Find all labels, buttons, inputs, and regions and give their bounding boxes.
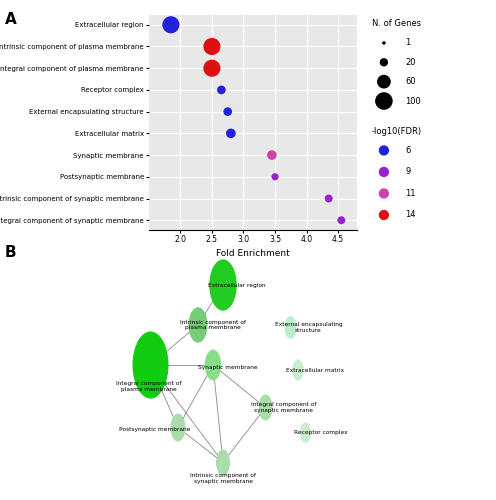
Text: 14: 14	[405, 210, 416, 220]
Text: B: B	[5, 245, 16, 260]
Ellipse shape	[216, 450, 230, 475]
Point	[380, 78, 388, 86]
Text: External encapsulating
structure: External encapsulating structure	[275, 322, 342, 333]
Text: 100: 100	[405, 96, 421, 106]
Ellipse shape	[188, 308, 207, 342]
Text: 9: 9	[405, 168, 411, 176]
Ellipse shape	[205, 350, 221, 380]
Point	[380, 211, 388, 219]
Point	[227, 130, 235, 138]
Point	[380, 97, 388, 105]
Point	[380, 58, 388, 66]
Ellipse shape	[300, 422, 311, 443]
Point	[380, 168, 388, 176]
Text: -log10(FDR): -log10(FDR)	[372, 127, 422, 136]
Text: Intrinsic component of
synaptic membrane: Intrinsic component of synaptic membrane	[190, 474, 256, 484]
Text: Integral component of
synaptic membrane: Integral component of synaptic membrane	[251, 402, 316, 413]
Text: N. of Genes: N. of Genes	[372, 20, 421, 28]
Ellipse shape	[285, 316, 297, 338]
X-axis label: Fold Enrichment: Fold Enrichment	[216, 250, 290, 258]
Text: 11: 11	[405, 189, 416, 198]
Point	[208, 64, 216, 72]
Ellipse shape	[258, 394, 272, 420]
Ellipse shape	[171, 414, 186, 442]
Point	[380, 190, 388, 198]
Text: Extracellular region: Extracellular region	[208, 282, 265, 288]
Point	[268, 151, 276, 159]
Ellipse shape	[209, 260, 237, 310]
Point	[217, 86, 225, 94]
Text: 6: 6	[405, 146, 411, 155]
Point	[380, 39, 388, 47]
Point	[271, 173, 279, 181]
Point	[337, 216, 345, 224]
Point	[380, 146, 388, 154]
Point	[167, 21, 175, 29]
Text: 60: 60	[405, 77, 416, 86]
Point	[325, 194, 333, 202]
Text: 20: 20	[405, 58, 416, 67]
Text: Extracellular matrix: Extracellular matrix	[286, 368, 344, 372]
Text: Postsynaptic membrane: Postsynaptic membrane	[119, 428, 190, 432]
Text: Integral component of
plasma membrane: Integral component of plasma membrane	[117, 381, 182, 392]
Text: 1: 1	[405, 38, 411, 48]
Ellipse shape	[132, 332, 169, 398]
Point	[208, 42, 216, 50]
Text: Synaptic membrane: Synaptic membrane	[198, 365, 257, 370]
Ellipse shape	[292, 360, 304, 380]
Text: Receptor complex: Receptor complex	[294, 430, 348, 435]
Text: A: A	[5, 12, 17, 28]
Text: Intrinsic component of
plasma membrane: Intrinsic component of plasma membrane	[180, 320, 246, 330]
Point	[224, 108, 232, 116]
